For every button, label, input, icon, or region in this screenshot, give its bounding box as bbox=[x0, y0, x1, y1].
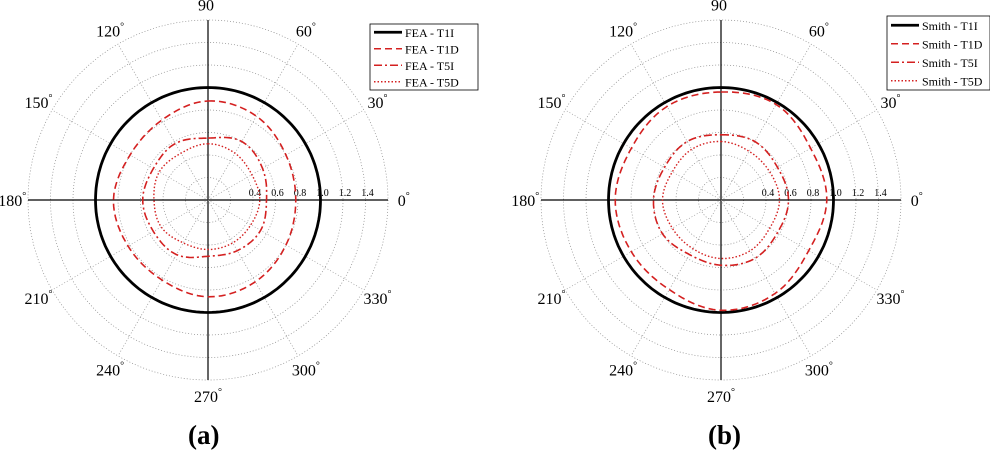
legend-box bbox=[369, 23, 479, 91]
panel-a: 90° 60° 30° 0° 330° 300° 270° 240° 210° 180° 150° 1… bbox=[0, 0, 479, 450]
grid-spoke bbox=[207, 43, 299, 201]
radial-tick-label: 0.6 bbox=[784, 188, 797, 199]
angle-label: 330° bbox=[364, 289, 392, 308]
angle-label: 240° bbox=[96, 361, 124, 380]
legend-box bbox=[886, 15, 990, 91]
grid-spoke bbox=[630, 43, 722, 201]
legend-label: Smith - T5I bbox=[922, 56, 978, 70]
angle-label: 300° bbox=[292, 361, 320, 380]
legend-label: FEA - T1D bbox=[405, 42, 459, 56]
radial-tick-label: 0.4 bbox=[249, 188, 262, 199]
legend: FEA - T1I FEA - T1D FEA - T5I FEA - T5D bbox=[369, 23, 479, 91]
legend-label: Smith - T5D bbox=[922, 74, 983, 88]
panel-label-b: (b) bbox=[708, 420, 741, 450]
series-line bbox=[652, 134, 790, 267]
angle-label: 210° bbox=[537, 289, 565, 308]
radial-tick-label: 0.8 bbox=[807, 188, 820, 199]
angle-label: 240° bbox=[609, 361, 637, 380]
angle-label: 300° bbox=[805, 361, 833, 380]
series-line bbox=[153, 143, 261, 251]
legend-label: FEA - T5D bbox=[405, 75, 459, 89]
panel-b: 90° 60° 30° 0° 330° 300° 270° 240° 210° 180° 150° 1… bbox=[495, 0, 990, 469]
polar-grid bbox=[27, 19, 389, 381]
angle-label: 30° bbox=[368, 93, 388, 112]
grid-spoke bbox=[720, 109, 878, 201]
angle-label: 150° bbox=[537, 93, 565, 112]
panel-label-a: (a) bbox=[188, 420, 220, 450]
series-line bbox=[142, 136, 268, 259]
angle-label: 330° bbox=[877, 289, 905, 308]
radial-tick-label: 0.4 bbox=[762, 188, 775, 199]
radial-tick-label: 1.2 bbox=[339, 188, 352, 199]
series-line bbox=[661, 140, 781, 260]
radial-tick-label: 1.4 bbox=[874, 188, 887, 199]
angle-label: 120° bbox=[609, 21, 637, 40]
angle-label: 120° bbox=[96, 21, 124, 40]
legend-label: FEA - T1I bbox=[405, 26, 454, 40]
grid-spoke bbox=[207, 199, 299, 357]
angle-label: 270° bbox=[707, 387, 735, 406]
angle-label: 180° bbox=[0, 191, 26, 210]
radial-tick-label: 1.0 bbox=[316, 188, 329, 199]
angle-label: 210° bbox=[24, 289, 52, 308]
polar-grid bbox=[540, 19, 902, 381]
grid-spoke bbox=[117, 199, 209, 357]
grid-spoke bbox=[117, 43, 209, 201]
angle-label: 0° bbox=[911, 191, 923, 210]
radial-tick-label: 0.8 bbox=[294, 188, 307, 199]
radial-tick-label: 0.6 bbox=[271, 188, 284, 199]
series-line bbox=[94, 86, 322, 314]
grid-spoke bbox=[720, 199, 878, 291]
angle-label: 0° bbox=[398, 191, 410, 210]
angle-label: 270° bbox=[194, 387, 222, 406]
grid-spoke bbox=[720, 199, 812, 357]
radial-tick-label: 1.0 bbox=[829, 188, 842, 199]
polar-chart-b: 90° 60° 30° 0° 330° 300° 270° 240° 210° 180° 150° 1… bbox=[511, 0, 990, 406]
angle-label: 180° bbox=[511, 191, 539, 210]
series-line bbox=[112, 100, 297, 298]
angle-label: 60° bbox=[809, 21, 829, 40]
series-line bbox=[614, 91, 828, 312]
grid-spoke bbox=[564, 199, 722, 291]
grid-spoke bbox=[564, 109, 722, 201]
legend-label: Smith - T1D bbox=[922, 37, 983, 51]
legend-label: Smith - T1I bbox=[922, 19, 978, 33]
series-line bbox=[607, 86, 835, 314]
angle-label: 90° bbox=[711, 0, 731, 14]
legend-label: FEA - T5I bbox=[405, 59, 454, 73]
grid-spoke bbox=[630, 199, 722, 357]
grid-spoke bbox=[720, 43, 812, 201]
grid-spoke bbox=[51, 199, 209, 291]
angle-label: 60° bbox=[296, 21, 316, 40]
angle-label: 150° bbox=[24, 93, 52, 112]
legend: Smith - T1I Smith - T1D Smith - T5I Smith -… bbox=[886, 15, 990, 91]
angle-label: 90° bbox=[198, 0, 218, 14]
radial-tick-label: 1.4 bbox=[361, 188, 374, 199]
angle-label: 30° bbox=[881, 93, 901, 112]
radial-tick-label: 1.2 bbox=[852, 188, 865, 199]
polar-chart-a: 90° 60° 30° 0° 330° 300° 270° 240° 210° 180° 150° 1… bbox=[0, 0, 479, 406]
